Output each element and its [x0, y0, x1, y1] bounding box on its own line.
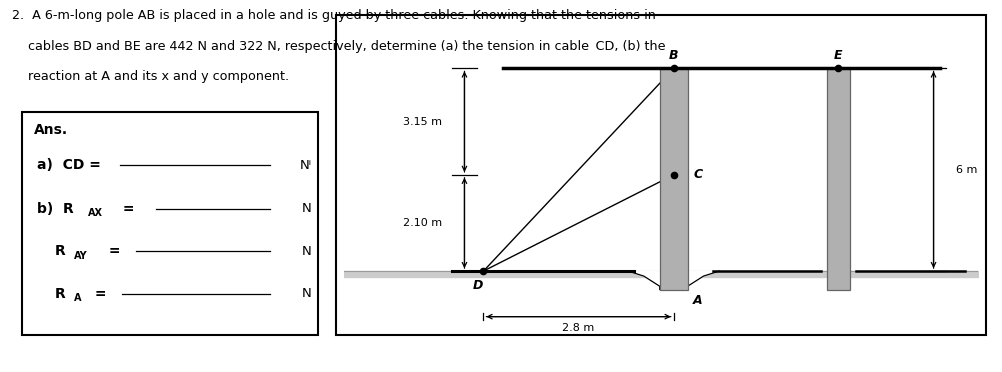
Text: A: A — [692, 294, 701, 307]
Text: 2.10 m: 2.10 m — [403, 218, 442, 228]
Text: =: = — [104, 244, 120, 258]
Text: a)  CD =: a) CD = — [37, 158, 101, 172]
Text: AY: AY — [74, 251, 88, 260]
Text: =: = — [90, 286, 106, 301]
Text: cables BD and BE are 442 N and 322 N, respectively, determine (a) the tension in: cables BD and BE are 442 N and 322 N, re… — [12, 40, 665, 53]
Text: 6 m: 6 m — [955, 165, 976, 175]
Text: D: D — [473, 279, 483, 292]
Text: A: A — [74, 293, 81, 303]
Text: Nⁱ: Nⁱ — [300, 159, 312, 171]
Text: N: N — [302, 287, 312, 300]
Text: 2.  A 6-m-long pole AB is placed in a hole and is guyed by three cables. Knowing: 2. A 6-m-long pole AB is placed in a hol… — [12, 9, 655, 22]
Text: C: C — [693, 169, 702, 181]
Text: reaction at A and its x and y component.: reaction at A and its x and y component. — [12, 70, 289, 83]
Bar — [22, 112, 318, 335]
Bar — [827, 68, 849, 290]
Text: Ans.: Ans. — [34, 123, 68, 137]
Text: B: B — [668, 49, 677, 62]
Text: N: N — [302, 202, 312, 215]
Text: AX: AX — [88, 208, 103, 218]
Bar — [336, 15, 985, 335]
Bar — [659, 68, 687, 290]
Text: b)  R: b) R — [37, 202, 74, 216]
Text: R: R — [55, 244, 66, 258]
Text: R: R — [55, 286, 66, 301]
Text: 3.15 m: 3.15 m — [403, 117, 442, 127]
Text: E: E — [834, 49, 842, 62]
Text: =: = — [118, 202, 134, 216]
Polygon shape — [627, 271, 718, 290]
Text: N: N — [302, 245, 312, 257]
Text: 2.8 m: 2.8 m — [562, 323, 594, 333]
